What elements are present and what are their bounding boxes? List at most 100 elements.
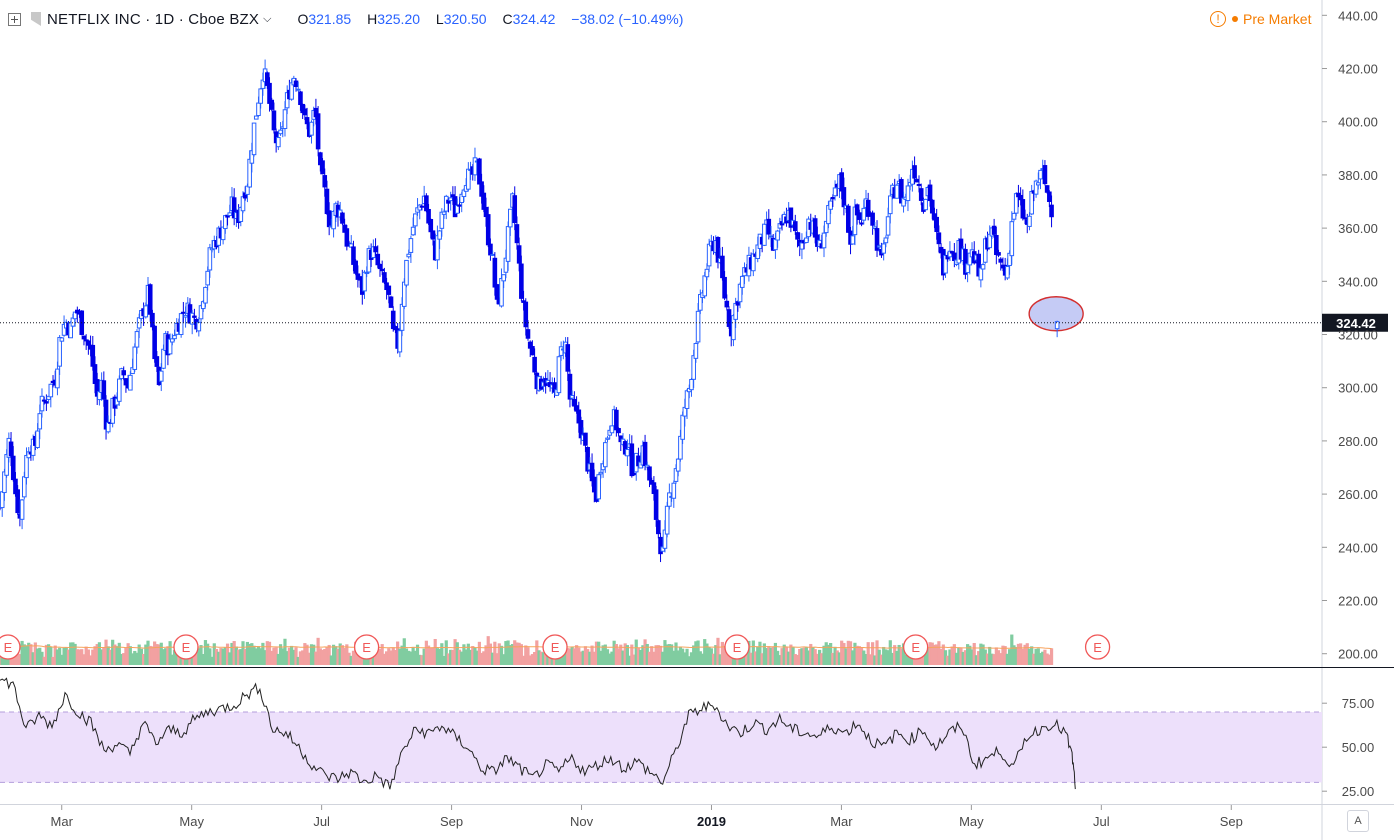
candle (1011, 212, 1017, 222)
volume-bar (990, 653, 994, 665)
change-value: −38.02 (−10.49%) (571, 11, 684, 27)
candle-body (81, 335, 87, 340)
volume-bar (219, 648, 223, 665)
volume-bar (530, 654, 535, 665)
candle-body (792, 221, 798, 232)
volume-bar (236, 649, 241, 665)
candle-body (1020, 199, 1026, 219)
candle (881, 239, 886, 261)
candle-body (41, 399, 47, 402)
candle-body (397, 330, 403, 353)
candle-body (419, 205, 425, 208)
candle-body (379, 268, 385, 272)
candle-body (887, 195, 893, 215)
volume-bar (842, 642, 846, 665)
earnings-marker[interactable]: E (0, 634, 21, 660)
volume-bar (612, 640, 616, 665)
volume-bar (385, 651, 389, 665)
volume-bar (546, 651, 550, 665)
candle-body (373, 246, 378, 253)
candle-body (912, 165, 917, 179)
volume-bar (855, 645, 859, 665)
candle (128, 371, 133, 391)
volume-bar (93, 646, 97, 665)
close-value: 324.42 (512, 11, 556, 27)
candle (525, 320, 531, 341)
volume-bar (429, 647, 433, 665)
volume-bar (709, 648, 713, 665)
candle-body (952, 252, 957, 262)
volume-bar (756, 646, 760, 665)
candle-body (603, 442, 608, 468)
candle-body (929, 199, 935, 214)
candle-body (147, 284, 153, 315)
candle (596, 473, 601, 503)
earnings-label: E (362, 640, 371, 655)
volume-bar (495, 653, 499, 665)
earnings-marker[interactable]: E (353, 634, 380, 660)
earnings-marker[interactable]: E (173, 634, 199, 660)
candle-body (525, 329, 531, 339)
volume-bar (811, 647, 815, 665)
volume-bar (820, 653, 824, 665)
volume-bar (228, 652, 232, 665)
candle-body (132, 346, 138, 370)
market-status[interactable]: ! Pre Market (1210, 8, 1311, 30)
earnings-marker[interactable]: E (1084, 634, 1111, 660)
candle-body (768, 235, 774, 238)
volume-bar (100, 649, 104, 665)
volume-bar (137, 644, 141, 665)
candle-body (799, 242, 805, 250)
alert-icon: ! (1210, 11, 1226, 27)
volume-bar (623, 643, 627, 665)
earnings-marker[interactable]: E (724, 634, 750, 660)
volume-bar (256, 646, 261, 665)
volume-bar (1003, 646, 1007, 665)
volume-bar (466, 643, 470, 665)
volume-bar (669, 644, 674, 665)
expand-icon[interactable] (8, 12, 21, 26)
rsi-tick-label: 25.00 (1342, 784, 1375, 799)
volume-bar (877, 649, 881, 665)
volume-bar (400, 645, 404, 665)
volume-bar (508, 645, 512, 665)
candle-body (658, 536, 663, 555)
candle-body (704, 268, 710, 278)
candle (605, 436, 610, 443)
candle-body (24, 454, 29, 479)
volume-bar (305, 644, 309, 665)
earnings-marker[interactable]: E (903, 634, 929, 660)
volume-bar (802, 647, 806, 665)
volume-bar (340, 645, 345, 665)
volume-bar (504, 641, 508, 665)
volume-bar (199, 645, 203, 665)
symbol-title[interactable]: NETFLIX INC · 1D · Cboe BZX (47, 10, 260, 28)
volume-bar (491, 652, 495, 665)
candle (189, 310, 195, 335)
candle-body (196, 321, 202, 332)
price-tick-label: 360.00 (1338, 221, 1378, 236)
candle-body (591, 476, 597, 493)
earnings-marker[interactable]: E (542, 634, 568, 660)
volume-bar (318, 648, 322, 665)
candle (788, 207, 794, 233)
candle (231, 188, 237, 226)
volume-bar (831, 652, 835, 665)
volume-bar (1043, 649, 1047, 665)
volume-bar (791, 647, 795, 665)
volume-bar (442, 655, 446, 665)
candle-body (101, 380, 107, 400)
candle-body (689, 379, 694, 391)
volume-bar (281, 648, 285, 665)
candle-body (762, 223, 767, 246)
volume-bar (513, 640, 517, 665)
auto-scale-button[interactable]: A (1347, 810, 1369, 832)
volume-bar (526, 647, 530, 665)
candle (567, 369, 573, 408)
candle (565, 337, 571, 382)
volume-bar (853, 642, 857, 665)
volume-bar (126, 643, 130, 665)
chevron-down-icon[interactable]: ⌵ (263, 12, 272, 25)
candle-body (923, 198, 928, 211)
